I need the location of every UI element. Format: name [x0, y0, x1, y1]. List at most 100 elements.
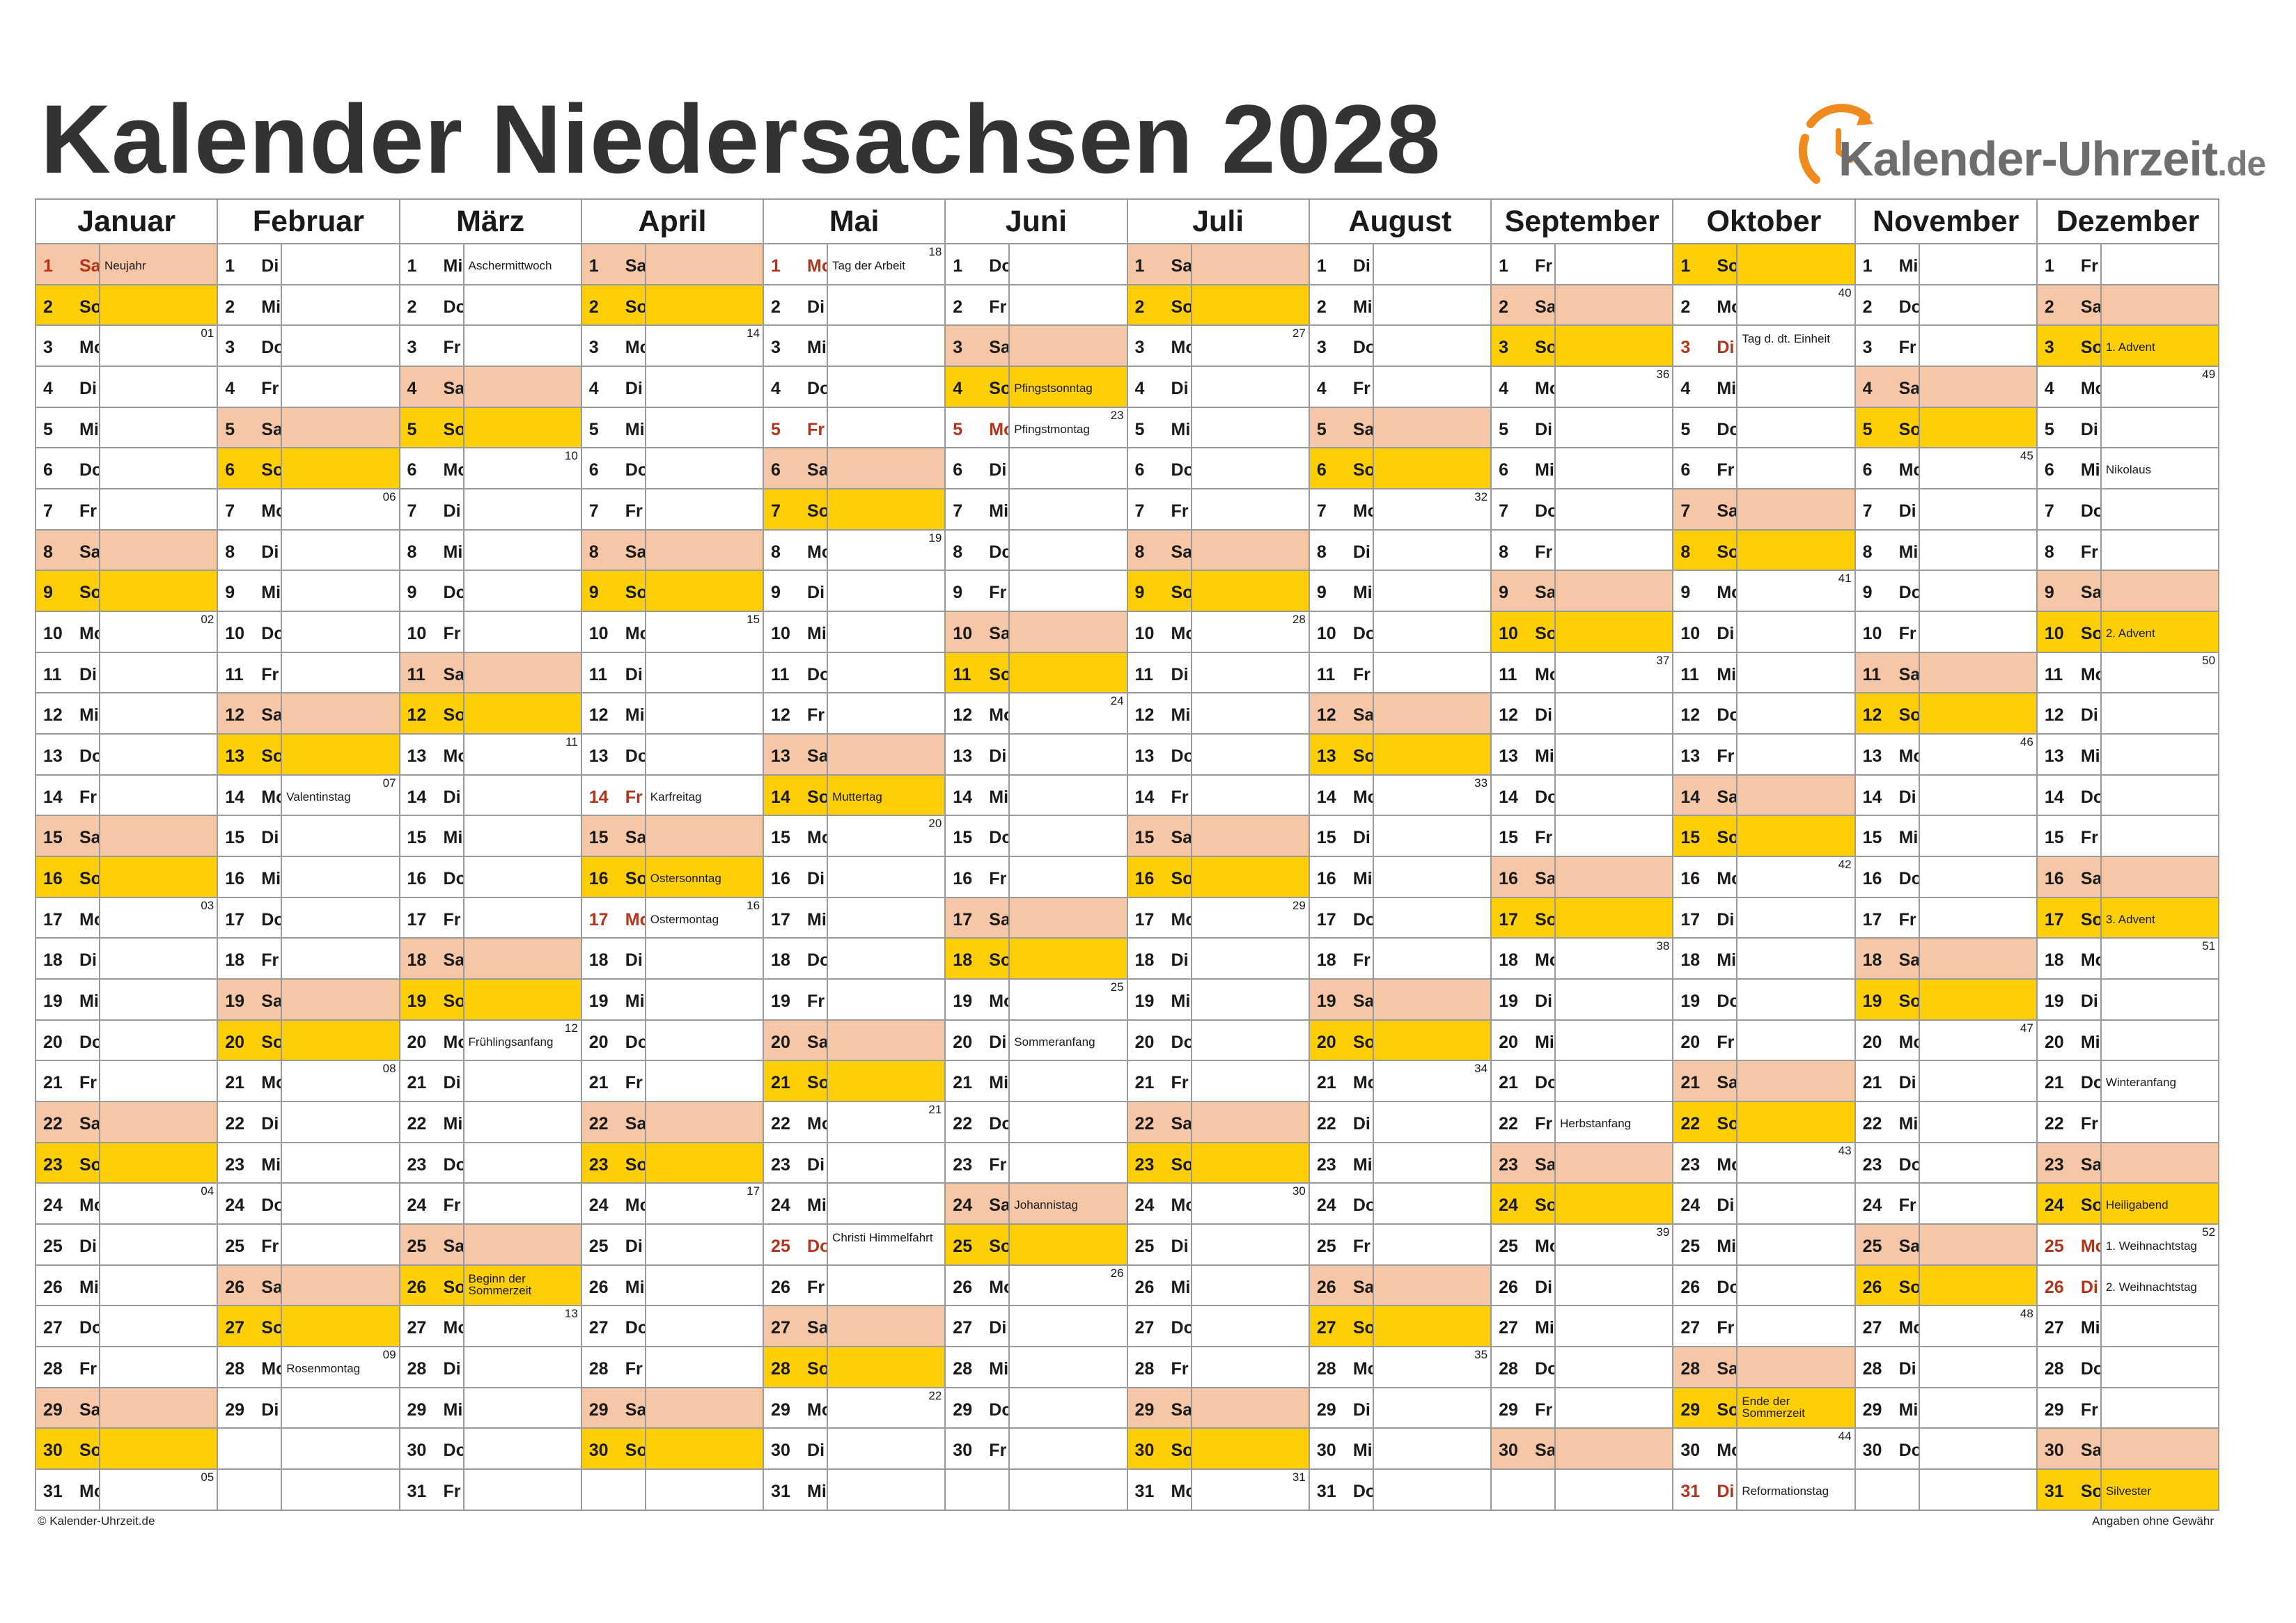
day-note-cell[interactable] [281, 1101, 400, 1143]
day-cell[interactable]: 18Mo [2036, 937, 2102, 980]
day-note-cell[interactable]: 02 [98, 611, 219, 653]
day-note-cell[interactable] [462, 774, 582, 817]
day-cell[interactable]: 25Do [763, 1223, 829, 1266]
day-note-cell[interactable] [1918, 692, 2038, 735]
day-note-cell[interactable] [1736, 1223, 1856, 1266]
day-note-cell[interactable] [1372, 1427, 1492, 1471]
day-cell[interactable]: 1 Di [1308, 243, 1374, 285]
day-note-cell[interactable] [1918, 406, 2038, 449]
day-cell[interactable]: 28 Fr [1126, 1346, 1192, 1388]
day-note-cell[interactable] [1918, 324, 2038, 368]
day-cell[interactable]: 28 Fr [580, 1346, 646, 1388]
day-cell[interactable]: 23Do [398, 1141, 464, 1184]
day-note-cell[interactable] [281, 856, 400, 898]
day-note-cell[interactable] [1736, 488, 1856, 531]
day-note-cell[interactable]: 17 [644, 1182, 765, 1225]
day-cell[interactable]: 22Do [944, 1101, 1010, 1143]
day-note-cell[interactable] [1008, 611, 1128, 653]
day-cell[interactable]: 26 Di [2036, 1264, 2102, 1307]
day-note-cell[interactable] [1190, 1141, 1310, 1184]
day-cell[interactable]: 8Do [944, 528, 1010, 572]
day-note-cell[interactable] [1008, 1427, 1128, 1471]
day-note-cell[interactable] [2100, 488, 2220, 531]
day-cell[interactable]: 1 Fr [1490, 243, 1556, 285]
day-cell[interactable]: 6 Sa [763, 447, 829, 490]
day-cell[interactable]: 9 So [35, 570, 100, 613]
day-cell[interactable]: 20Mo [398, 1019, 464, 1062]
day-cell[interactable]: 10Do [1308, 611, 1374, 653]
day-cell[interactable]: 29Mo [763, 1386, 829, 1429]
day-cell[interactable]: 27Mo [1854, 1305, 1920, 1348]
day-note-cell[interactable] [2100, 570, 2220, 613]
day-note-cell[interactable] [1736, 651, 1856, 694]
day-cell[interactable]: 14Mo [1308, 774, 1374, 817]
day-cell[interactable]: 7Do [1490, 488, 1556, 531]
day-cell[interactable]: 14 Di [398, 774, 464, 817]
day-note-cell[interactable] [2100, 774, 2220, 817]
day-note-cell[interactable]: 44 [1736, 1427, 1856, 1471]
day-note-cell[interactable]: Ende der Sommerzeit [1736, 1386, 1856, 1429]
day-cell[interactable]: 5Do [1672, 406, 1738, 449]
day-note-cell[interactable]: 49 [2100, 366, 2220, 408]
day-cell[interactable]: 4 Di [580, 366, 646, 408]
day-cell[interactable]: 5 Mi [580, 406, 646, 449]
day-note-cell[interactable] [1918, 1182, 2038, 1225]
day-note-cell[interactable] [98, 692, 219, 735]
day-note-cell[interactable] [1554, 1141, 1674, 1184]
day-cell[interactable]: 11 Sa [398, 651, 464, 694]
day-cell[interactable]: 16 Di [763, 856, 829, 898]
day-cell[interactable]: 10Mo [580, 611, 646, 653]
day-cell[interactable]: 28 Mi [944, 1346, 1010, 1388]
day-note-cell[interactable]: Tag der Arbeit 18 [827, 243, 946, 285]
day-note-cell[interactable] [1554, 1427, 1674, 1471]
day-cell[interactable]: 4 Sa [398, 366, 464, 408]
day-cell[interactable]: 5 Mi [35, 406, 100, 449]
day-cell[interactable]: 24Mo [1126, 1182, 1192, 1225]
day-cell[interactable]: 9 Sa [2036, 570, 2102, 613]
day-note-cell[interactable] [827, 488, 946, 531]
day-cell[interactable]: 6 So [217, 447, 283, 490]
day-note-cell[interactable] [2100, 1101, 2220, 1143]
day-note-cell[interactable] [281, 651, 400, 694]
day-note-cell[interactable] [1736, 366, 1856, 408]
day-cell[interactable]: 22Mo [763, 1101, 829, 1143]
day-note-cell[interactable] [1554, 896, 1674, 939]
day-note-cell[interactable] [1190, 1386, 1310, 1429]
day-cell[interactable]: 11 Mi [1672, 651, 1738, 694]
day-cell[interactable]: 25Mo [1490, 1223, 1556, 1266]
day-note-cell[interactable] [1554, 488, 1674, 531]
day-note-cell[interactable]: 28 [1190, 611, 1310, 653]
day-note-cell[interactable] [98, 1223, 219, 1266]
day-note-cell[interactable] [1372, 815, 1492, 858]
day-note-cell[interactable] [644, 733, 765, 776]
day-cell[interactable]: 29Do [944, 1386, 1010, 1429]
day-cell[interactable]: 27 So [1308, 1305, 1374, 1348]
day-cell[interactable]: 21 Sa [1672, 1060, 1738, 1103]
day-cell[interactable]: 31Mo [1126, 1468, 1192, 1511]
day-note-cell[interactable] [1918, 937, 2038, 980]
day-cell[interactable]: 27Do [35, 1305, 100, 1348]
day-cell[interactable]: 15 Di [1308, 815, 1374, 858]
day-note-cell[interactable] [644, 1223, 765, 1266]
day-note-cell[interactable] [1190, 1305, 1310, 1348]
day-note-cell[interactable] [1918, 1101, 2038, 1143]
day-note-cell[interactable]: 47 [1918, 1019, 2038, 1062]
day-cell[interactable]: 20 Sa [763, 1019, 829, 1062]
day-note-cell[interactable]: 43 [1736, 1141, 1856, 1184]
day-note-cell[interactable] [644, 815, 765, 858]
day-note-cell[interactable]: 36 [1554, 366, 1674, 408]
day-note-cell[interactable] [98, 733, 219, 776]
day-cell[interactable]: 18 Fr [217, 937, 283, 980]
day-note-cell[interactable] [1736, 815, 1856, 858]
day-cell[interactable]: 16 Sa [2036, 856, 2102, 898]
day-cell[interactable]: 26 Mi [1126, 1264, 1192, 1307]
day-note-cell[interactable] [1736, 1101, 1856, 1143]
day-note-cell[interactable] [1736, 447, 1856, 490]
day-note-cell[interactable] [1372, 243, 1492, 285]
day-cell[interactable]: 27 Mi [2036, 1305, 2102, 1348]
day-note-cell[interactable] [2100, 978, 2220, 1021]
day-note-cell[interactable] [2100, 406, 2220, 449]
day-note-cell[interactable]: Aschermittwoch [462, 243, 582, 285]
day-note-cell[interactable] [1008, 1141, 1128, 1184]
day-cell[interactable]: 7 So [763, 488, 829, 531]
